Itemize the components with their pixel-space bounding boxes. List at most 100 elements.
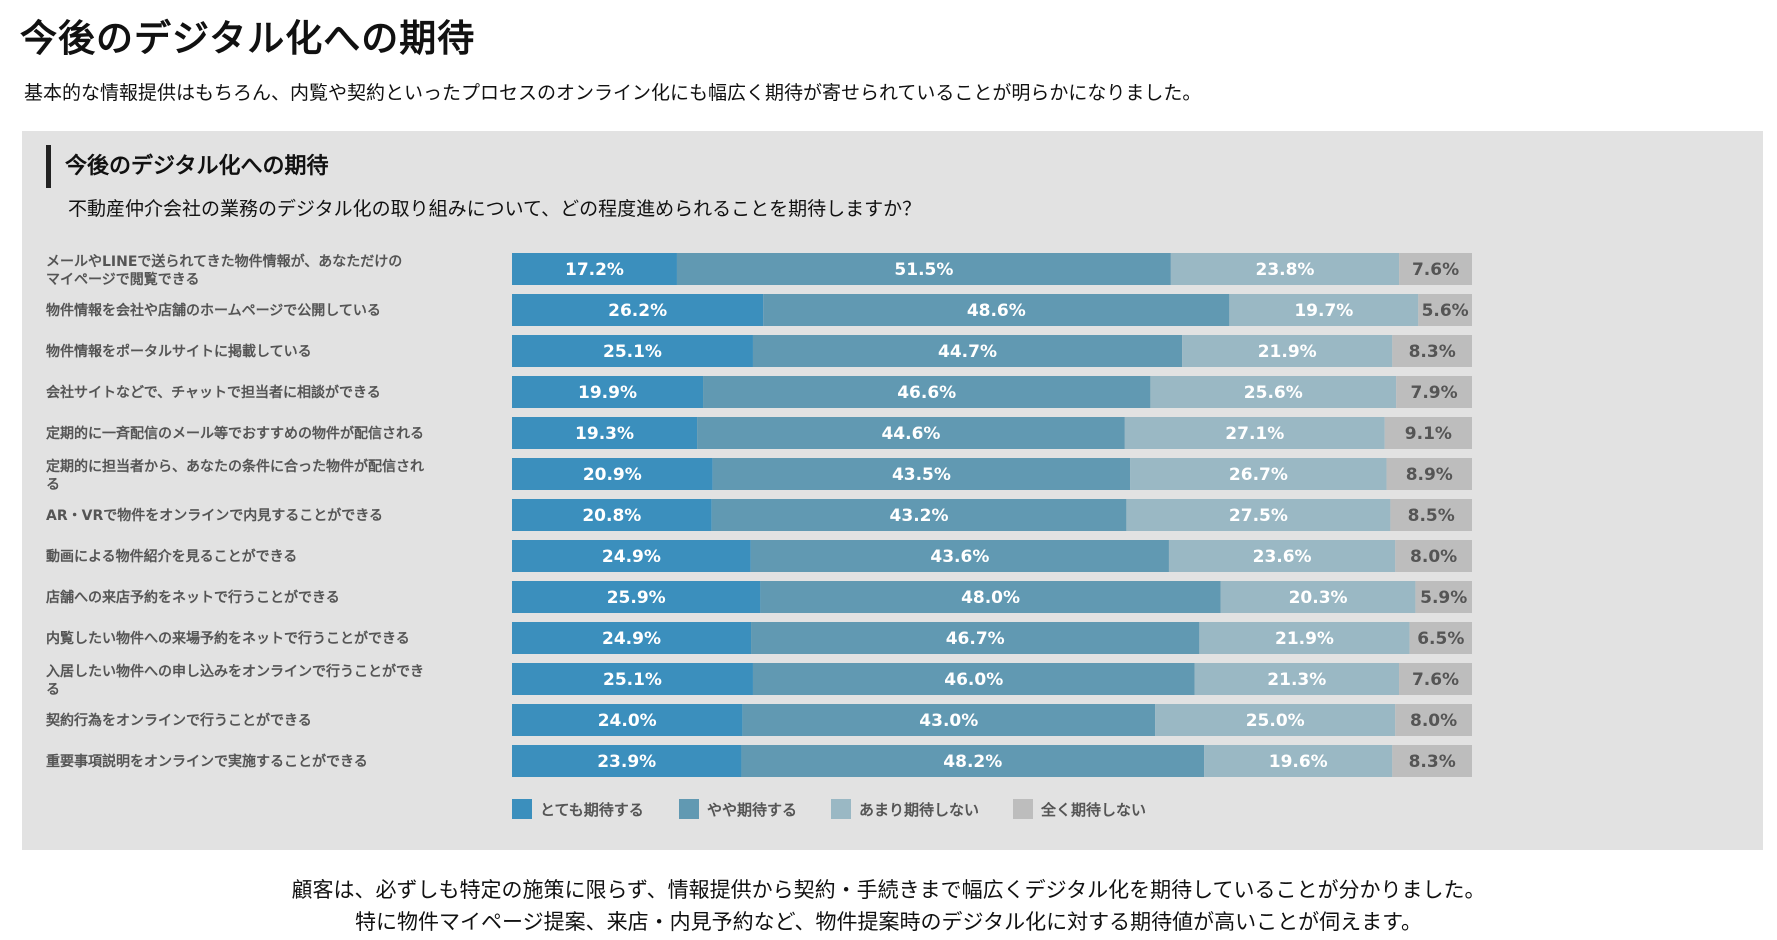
bar-segment [1229, 294, 1419, 326]
chart-subtitle: 不動産仲介会社の業務のデジタル化の取り組みについて、どの程度進められることを期待… [68, 198, 922, 220]
data-label: 24.0% [598, 711, 657, 731]
bar-segment [512, 745, 742, 777]
data-label: 8.5% [1408, 506, 1455, 526]
data-label: 46.0% [944, 670, 1003, 690]
bar-segment [1170, 253, 1400, 285]
data-label: 8.0% [1410, 547, 1457, 567]
legend-swatch [679, 799, 699, 819]
data-label: 19.7% [1294, 301, 1353, 321]
bar-segment [1390, 499, 1472, 531]
bar-segment [752, 335, 1183, 367]
data-label: 19.6% [1269, 752, 1328, 772]
bar-segment [512, 704, 743, 736]
bar-segment [512, 335, 753, 367]
footer-line-2: 特に物件マイページ提案、来店・内見予約など、物件提案時のデジタル化に対する期待値… [354, 910, 1422, 934]
data-label: 20.9% [583, 465, 642, 485]
data-label: 7.6% [1412, 260, 1459, 280]
row-label: AR・VRで物件をオンラインで内見することができる [46, 507, 383, 524]
bar-segment [1399, 253, 1472, 285]
bar-segment [512, 540, 751, 572]
data-label: 21.9% [1258, 342, 1317, 362]
legend-swatch [512, 799, 532, 819]
row-label: 契約行為をオンラインで行うことができる [45, 712, 312, 729]
bar-segment [1150, 376, 1397, 408]
bar-segment [1204, 745, 1393, 777]
bar-segment [741, 745, 1205, 777]
lead-text: 基本的な情報提供はもちろん、内覧や契約といったプロセスのオンライン化にも幅広く期… [24, 82, 1202, 104]
page-title: 今後のデジタル化への期待 [20, 17, 476, 60]
data-label: 9.1% [1405, 424, 1452, 444]
bar-segment [1220, 581, 1416, 613]
data-label: 48.2% [943, 752, 1002, 772]
bar-segment [712, 458, 1131, 490]
bar-segment [760, 581, 1221, 613]
bar-segment [676, 253, 1171, 285]
bar-segment [512, 581, 761, 613]
row-label: 動画による物件紹介を見ることができる [46, 548, 297, 565]
data-label: 21.3% [1267, 670, 1326, 690]
data-label: 7.6% [1412, 670, 1459, 690]
data-label: 46.7% [946, 629, 1005, 649]
data-label: 48.0% [961, 588, 1020, 608]
data-label: 25.1% [603, 670, 662, 690]
bar-segment [1182, 335, 1393, 367]
data-label: 43.5% [892, 465, 951, 485]
bar-segment [512, 417, 698, 449]
legend-swatch [831, 799, 851, 819]
bar-segment [1395, 704, 1472, 736]
bar-segment [1126, 499, 1391, 531]
bar-segment [697, 417, 1125, 449]
legend-label: とても期待する [540, 801, 644, 819]
data-label: 5.6% [1422, 301, 1469, 321]
bar-segment [512, 294, 764, 326]
bar-segment [752, 663, 1195, 695]
bar-segment [1418, 294, 1472, 326]
bar-segment [1168, 540, 1396, 572]
data-label: 5.9% [1420, 588, 1467, 608]
bar-segment [512, 253, 677, 285]
row-label: 重要事項説明をオンラインで実施することができる [46, 753, 368, 770]
footer-line-1: 顧客は、必ずしも特定の施策に限らず、情報提供から契約・手続きまで幅広くデジタル化… [291, 878, 1486, 902]
bar-segment [1384, 417, 1472, 449]
data-label: 17.2% [565, 260, 624, 280]
bar-segment [742, 704, 1156, 736]
bar-segment [512, 458, 713, 490]
data-label: 24.9% [602, 629, 661, 649]
bar-segment [512, 622, 752, 654]
bar-segment [512, 663, 753, 695]
data-label: 6.5% [1417, 629, 1464, 649]
bar-segment [1130, 458, 1387, 490]
row-label: 物件情報を会社や店舗のホームページで公開している [46, 302, 381, 319]
row-label: 内覧したい物件への来場予約をネットで行うことができる [46, 630, 410, 647]
row-label: メールやLINEで送られてきた物件情報が、あなただけのマイページで閲覧できる [46, 253, 402, 288]
legend-label: 全く期待しない [1040, 801, 1146, 819]
data-label: 7.9% [1411, 383, 1458, 403]
data-label: 46.6% [897, 383, 956, 403]
chart-panel: 今後のデジタル化への期待 不動産仲介会社の業務のデジタル化の取り組みについて、ど… [22, 131, 1763, 850]
bar-segment [1392, 745, 1472, 777]
bar-segment [1392, 335, 1472, 367]
bar-segment [1396, 376, 1472, 408]
data-label: 23.6% [1253, 547, 1312, 567]
legend-label: あまり期待しない [859, 801, 979, 819]
bar-segment [1386, 458, 1472, 490]
data-label: 8.0% [1410, 711, 1457, 731]
bar-segment [703, 376, 1151, 408]
bar-segment [763, 294, 1230, 326]
data-label: 19.3% [575, 424, 634, 444]
data-label: 20.8% [582, 506, 641, 526]
data-label: 43.2% [890, 506, 949, 526]
data-label: 8.3% [1409, 752, 1456, 772]
data-label: 19.9% [578, 383, 637, 403]
data-label: 27.5% [1229, 506, 1288, 526]
data-label: 8.3% [1409, 342, 1456, 362]
data-label: 48.6% [967, 301, 1026, 321]
bar-segment [1155, 704, 1396, 736]
row-label: 物件情報をポータルサイトに掲載している [46, 343, 312, 360]
stacked-bar-chart: メールやLINEで送られてきた物件情報が、あなただけのマイページで閲覧できる 17… [45, 253, 1472, 819]
row-label: 定期的に一斉配信のメール等でおすすめの物件が配信される [46, 425, 424, 442]
data-label: 24.9% [602, 547, 661, 567]
data-label: 25.9% [607, 588, 666, 608]
data-label: 25.0% [1246, 711, 1305, 731]
row-label: 定期的に担当者から、あなたの条件に合った物件が配信される [46, 458, 424, 493]
